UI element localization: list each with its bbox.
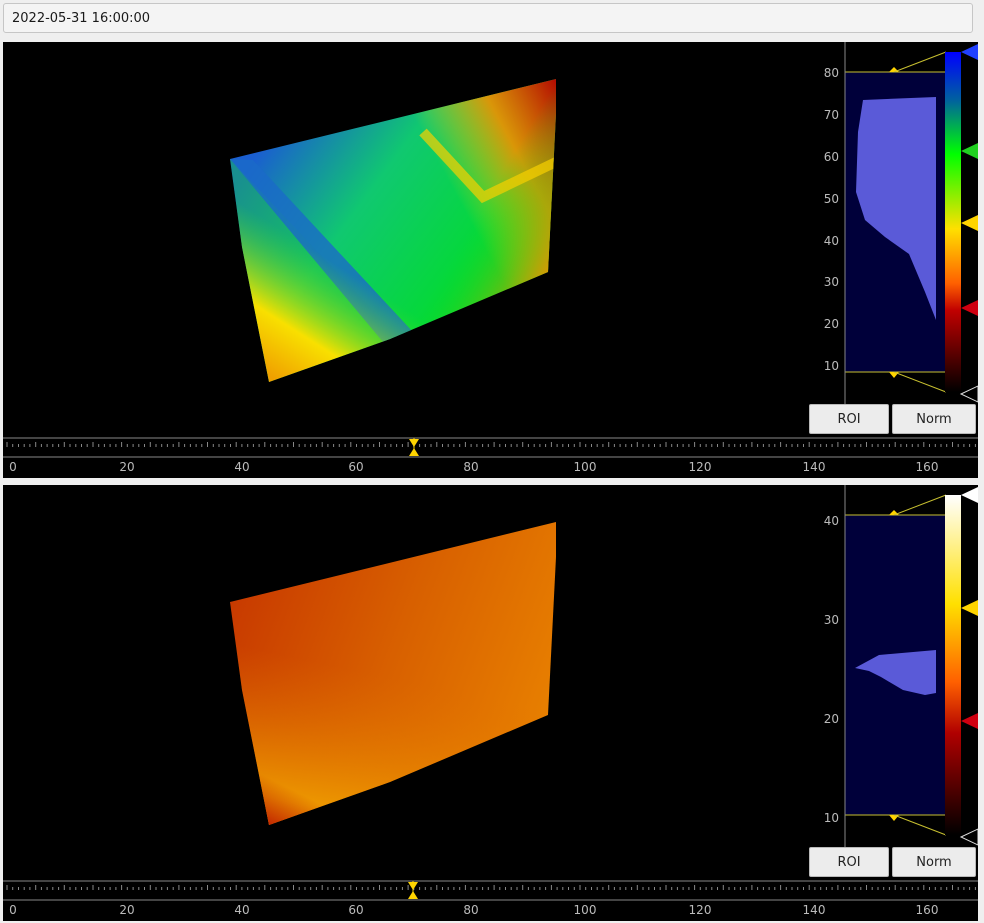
colorbar-handle-green[interactable] — [961, 143, 978, 159]
colorbar-handle-white-bottom[interactable] — [959, 828, 978, 846]
lower-colorbar-ticks: 40 30 20 10 — [824, 514, 839, 825]
upper-histogram[interactable] — [845, 51, 947, 393]
upper-x-tick-labels: 0 20 40 60 80 100 120 140 160 — [9, 460, 938, 474]
upper-roi-button[interactable]: ROI — [809, 404, 889, 434]
lower-roi-button[interactable]: ROI — [809, 847, 889, 877]
svg-text:160: 160 — [916, 903, 939, 917]
lower-image-panel[interactable]: 40 30 20 10 0 20 40 60 80 100 120 140 16… — [3, 485, 978, 921]
colorbar-handle-white-top[interactable] — [961, 487, 978, 503]
svg-text:20: 20 — [824, 712, 839, 726]
svg-text:10: 10 — [824, 811, 839, 825]
upper-image-panel[interactable]: 80 70 60 50 40 30 20 10 0 20 40 60 80 10… — [3, 42, 978, 478]
svg-text:10: 10 — [824, 359, 839, 373]
colorbar-handle-yellow[interactable] — [961, 600, 978, 616]
lower-x-axis[interactable] — [3, 879, 978, 921]
svg-text:160: 160 — [916, 460, 939, 474]
colorbar-handle-white[interactable] — [959, 385, 978, 403]
lower-heatmap-image — [230, 522, 556, 825]
svg-text:80: 80 — [463, 903, 478, 917]
svg-text:60: 60 — [348, 903, 363, 917]
svg-text:30: 30 — [824, 275, 839, 289]
svg-text:20: 20 — [119, 460, 134, 474]
svg-text:0: 0 — [9, 460, 17, 474]
svg-text:60: 60 — [824, 150, 839, 164]
svg-text:40: 40 — [234, 460, 249, 474]
svg-text:70: 70 — [824, 108, 839, 122]
colorbar-handle-red[interactable] — [961, 713, 978, 729]
svg-text:40: 40 — [824, 234, 839, 248]
lower-norm-button[interactable]: Norm — [892, 847, 976, 877]
upper-heatmap-image — [230, 79, 556, 382]
upper-x-axis[interactable] — [3, 436, 978, 478]
svg-text:40: 40 — [234, 903, 249, 917]
svg-text:100: 100 — [574, 903, 597, 917]
timestamp-field[interactable]: 2022-05-31 16:00:00 — [3, 3, 973, 33]
colorbar-handle-yellow[interactable] — [961, 215, 978, 231]
svg-text:30: 30 — [824, 613, 839, 627]
svg-text:120: 120 — [689, 903, 712, 917]
upper-norm-button[interactable]: Norm — [892, 404, 976, 434]
svg-text:60: 60 — [348, 460, 363, 474]
svg-text:50: 50 — [824, 192, 839, 206]
colorbar-handle-blue[interactable] — [961, 44, 978, 60]
svg-text:100: 100 — [574, 460, 597, 474]
svg-text:140: 140 — [803, 460, 826, 474]
lower-histogram[interactable] — [845, 494, 947, 836]
svg-text:80: 80 — [824, 66, 839, 80]
svg-text:20: 20 — [119, 903, 134, 917]
timestamp-value: 2022-05-31 16:00:00 — [12, 11, 151, 26]
svg-text:0: 0 — [9, 903, 17, 917]
svg-text:80: 80 — [463, 460, 478, 474]
svg-text:40: 40 — [824, 514, 839, 528]
colorbar-handle-red[interactable] — [961, 300, 978, 316]
svg-text:120: 120 — [689, 460, 712, 474]
upper-colorbar-ticks: 80 70 60 50 40 30 20 10 — [824, 66, 839, 373]
lower-x-tick-labels: 0 20 40 60 80 100 120 140 160 — [9, 903, 938, 917]
svg-text:20: 20 — [824, 317, 839, 331]
svg-text:140: 140 — [803, 903, 826, 917]
